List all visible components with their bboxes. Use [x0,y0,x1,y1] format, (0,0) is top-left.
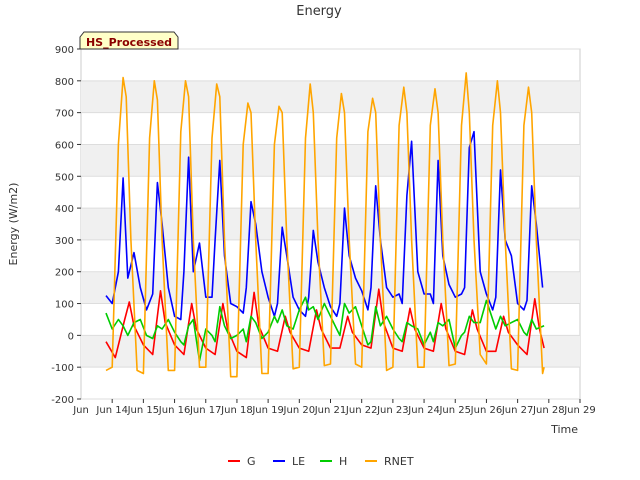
x-tick-label: Jun 25 [438,405,471,416]
y-tick-label: 200 [55,268,74,279]
x-tick-label: Jun 21 [314,405,347,416]
y-tick-label: 100 [55,300,74,311]
y-tick-label: 700 [55,109,74,120]
x-tick-label: Jun 24 [407,405,440,416]
x-tick-label: Jun 15 [127,405,160,416]
y-tick-label: 900 [55,45,74,56]
x-tick-label: Jun 23 [376,405,409,416]
y-tick-label: -100 [51,363,74,374]
annotation-label: HS_Processed [86,36,172,49]
chart-title: Energy [296,4,342,19]
x-tick-label: Jun 20 [283,405,316,416]
x-axis-ticks: Jun Jun 14 Jun 15 Jun 16 Jun 17 Jun 18 Jun 19 J… [72,399,596,416]
grid-band [81,144,580,177]
x-tick-label: Jun [72,405,89,416]
series-line-rnet [105,72,545,378]
y-tick-label: 400 [55,204,74,215]
legend-label: RNET [384,455,414,468]
x-tick-label: Jun 22 [345,405,378,416]
legend-item-rnet: RNET [365,455,414,468]
hs-processed-annotation: HS_Processed [79,31,179,50]
grid-band [81,271,580,304]
x-tick-label: Jun 17 [189,405,222,416]
series-lines [105,72,545,378]
legend-label: LE [292,455,305,468]
legend-item-h: H [320,455,347,468]
y-tick-label: 500 [55,172,74,183]
legend-label: G [247,455,256,468]
x-tick-label: Jun 16 [158,405,191,416]
y-tick-label: 800 [55,77,74,88]
grid-bands [81,80,580,368]
y-tick-label: -200 [51,395,74,406]
x-tick-label: Jun 28 [532,405,565,416]
x-tick-label: Jun 27 [501,405,534,416]
x-axis-label: Time [550,423,578,436]
legend-item-g: G [228,455,256,468]
y-tick-label: 600 [55,140,74,151]
grid-band [81,208,580,240]
y-axis-ticks: -200 -100 0 100 200 300 400 500 600 700 800 900 [51,45,81,406]
legend: G LE H RNET [228,455,414,468]
legend-item-le: LE [273,455,305,468]
x-tick-label: Jun 14 [95,405,128,416]
y-tick-label: 0 [68,331,74,342]
x-tick-label: Jun 26 [470,405,503,416]
series-line-h [105,296,545,362]
x-tick-label: Jun 18 [220,405,253,416]
y-axis-label: Energy (W/m2) [7,183,20,266]
legend-label: H [339,455,347,468]
x-tick-label: Jun 29 [563,405,596,416]
series-line-g [105,288,545,359]
y-tick-label: 300 [55,236,74,247]
x-tick-label: Jun 19 [251,405,284,416]
